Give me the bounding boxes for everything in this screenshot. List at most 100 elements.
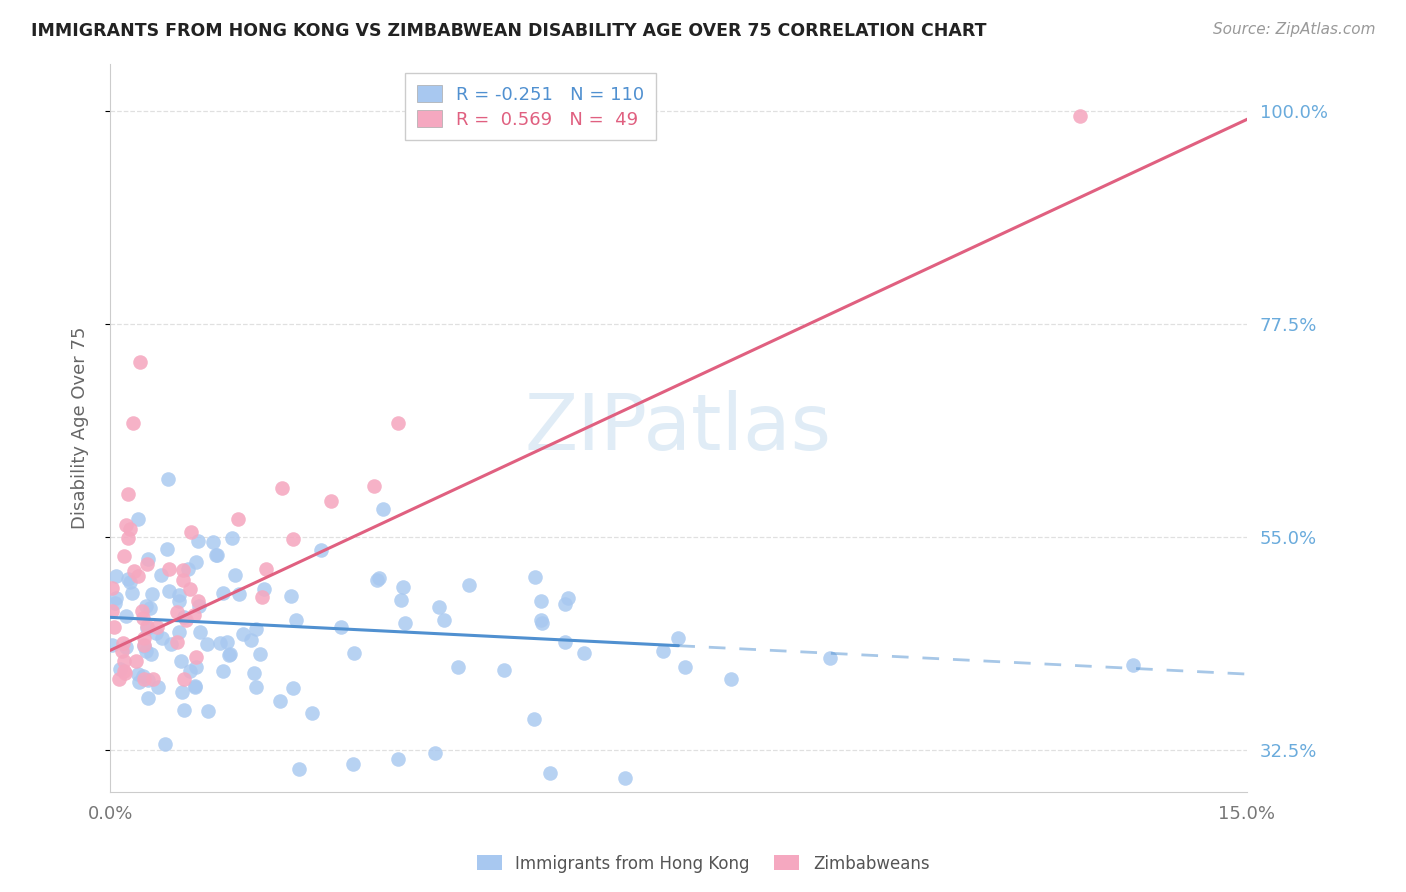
Point [179,664,201,678]
Point [183,607,205,622]
Point [160,637,183,651]
Point [148,680,170,694]
Point [111,644,134,658]
Point [169,625,191,640]
Point [157,472,180,486]
Point [433,613,456,627]
Point [366,573,388,587]
Point [818,651,841,665]
Point [321,494,343,508]
Point [1122,658,1144,673]
Point [218,648,240,663]
Point [187,533,209,548]
Legend: R = -0.251   N = 110, R =  0.569   N =  49: R = -0.251 N = 110, R = 0.569 N = 49 [405,73,657,141]
Point [224,567,246,582]
Point [492,663,515,677]
Point [132,632,155,646]
Point [149,567,172,582]
Point [271,481,294,495]
Point [104,591,127,605]
Point [141,587,163,601]
Point [146,620,169,634]
Point [280,589,302,603]
Point [132,638,155,652]
Point [138,600,160,615]
Point [132,611,155,625]
Point [131,604,153,618]
Point [254,562,277,576]
Point [243,665,266,680]
Point [205,548,228,562]
Point [173,703,195,717]
Point [673,660,696,674]
Point [114,640,136,655]
Point [184,679,207,693]
Point [343,647,366,661]
Point [363,479,385,493]
Point [179,582,201,596]
Point [121,417,143,431]
Point [172,573,194,587]
Point [150,631,173,645]
Point [112,654,135,668]
Point [523,712,546,726]
Point [134,644,156,658]
Point [387,752,409,766]
Point [172,563,194,577]
Point [288,762,311,776]
Point [250,590,273,604]
Point [145,626,167,640]
Point [309,543,332,558]
Text: IMMIGRANTS FROM HONG KONG VS ZIMBABWEAN DISABILITY AGE OVER 75 CORRELATION CHART: IMMIGRANTS FROM HONG KONG VS ZIMBABWEAN … [31,22,987,40]
Point [184,680,207,694]
Point [367,571,389,585]
Point [373,502,395,516]
Point [394,616,416,631]
Point [112,664,135,678]
Point [228,587,250,601]
Point [651,644,673,658]
Point [132,672,155,686]
Point [127,666,149,681]
Point [389,593,412,607]
Point [209,636,232,650]
Point [157,562,180,576]
Point [239,633,262,648]
Point [249,648,271,662]
Point [530,594,553,608]
Point [112,549,135,563]
Point [127,512,149,526]
Point [285,613,308,627]
Point [135,557,157,571]
Point [1069,109,1091,123]
Text: ZIPatlas: ZIPatlas [524,390,832,467]
Point [111,636,134,650]
Point [117,531,139,545]
Point [186,659,208,673]
Point [121,586,143,600]
Point [211,664,233,678]
Point [342,756,364,771]
Point [457,578,479,592]
Point [125,654,148,668]
Legend: Immigrants from Hong Kong, Zimbabweans: Immigrants from Hong Kong, Zimbabweans [470,848,936,880]
Point [204,548,226,562]
Point [134,639,156,653]
Point [129,355,152,369]
Point [169,654,191,668]
Point [531,615,554,630]
Point [136,552,159,566]
Point [142,672,165,686]
Point [136,690,159,705]
Point [447,660,470,674]
Point [572,646,595,660]
Point [188,624,211,639]
Point [425,747,447,761]
Point [232,627,254,641]
Point [614,771,637,785]
Point [554,597,576,611]
Point [245,622,267,636]
Point [217,635,239,649]
Point [173,610,195,624]
Point [524,569,547,583]
